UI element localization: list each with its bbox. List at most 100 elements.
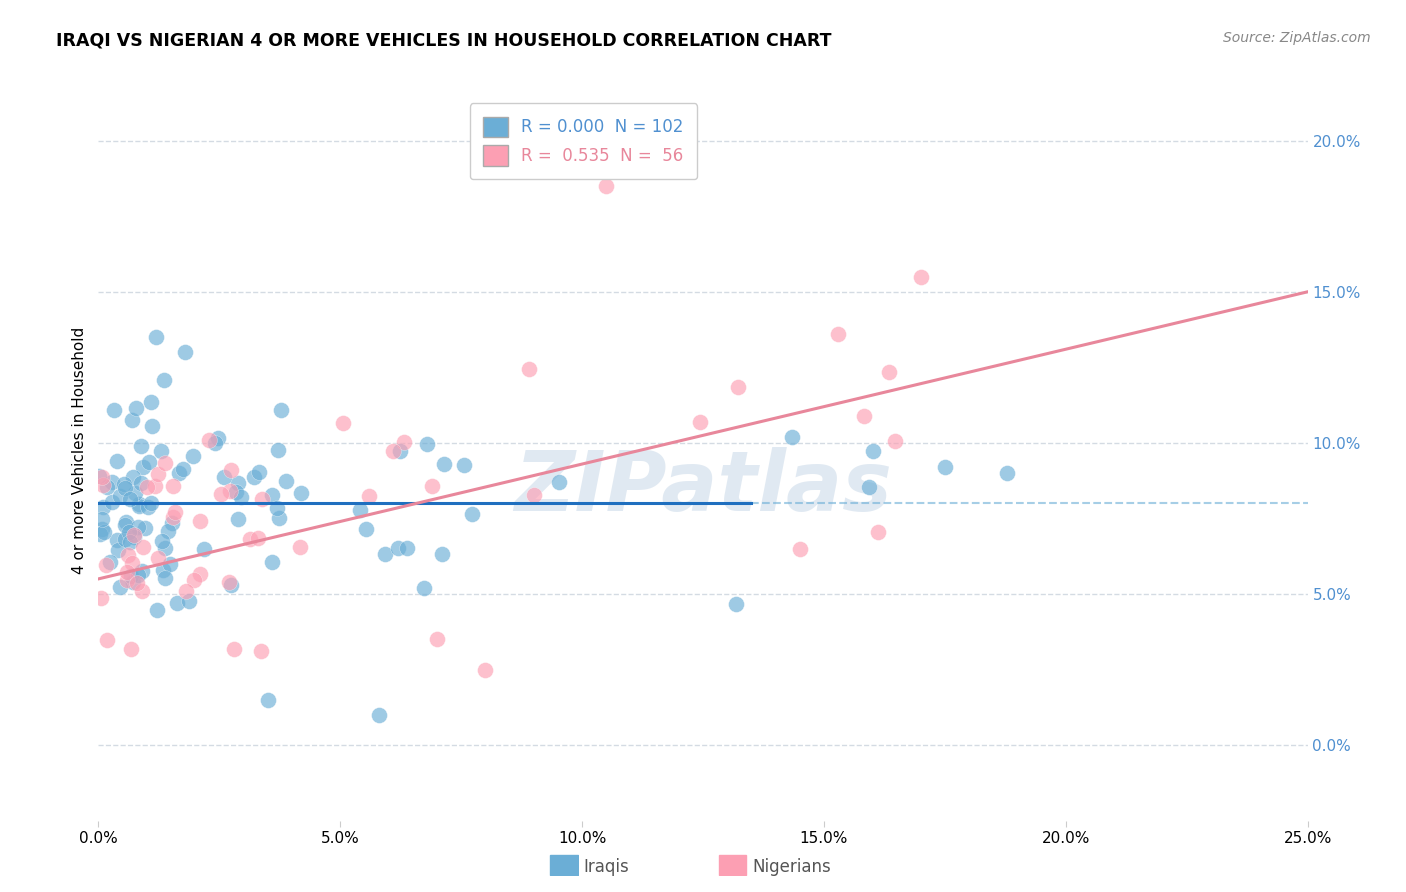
Point xyxy=(395,541,418,555)
Point xyxy=(332,416,354,430)
Point xyxy=(121,413,143,427)
Text: Iraqis: Iraqis xyxy=(583,858,630,876)
Point xyxy=(122,528,145,542)
Point xyxy=(266,442,288,457)
Point xyxy=(523,487,546,501)
Point xyxy=(270,403,292,417)
Point xyxy=(204,435,226,450)
Point xyxy=(131,439,153,453)
Point xyxy=(94,558,117,573)
FancyBboxPatch shape xyxy=(718,855,747,875)
Point xyxy=(415,437,437,451)
Point xyxy=(153,373,176,387)
Point xyxy=(420,479,443,493)
Point xyxy=(172,461,194,475)
Point xyxy=(212,470,235,484)
Point xyxy=(413,581,436,595)
Point xyxy=(910,269,932,284)
Point xyxy=(179,594,201,608)
Point xyxy=(149,443,172,458)
Point xyxy=(153,456,176,470)
Point xyxy=(115,566,138,580)
Point xyxy=(262,488,284,502)
Point xyxy=(146,467,169,481)
Point xyxy=(105,454,128,468)
Point xyxy=(136,480,159,494)
Point xyxy=(155,571,177,585)
Point xyxy=(354,522,377,536)
FancyBboxPatch shape xyxy=(550,855,578,875)
Point xyxy=(221,578,243,592)
Point xyxy=(127,519,149,533)
Point xyxy=(131,564,153,578)
Point xyxy=(127,568,149,582)
Point xyxy=(381,444,404,458)
Point xyxy=(121,556,143,570)
Point xyxy=(108,580,131,594)
Point xyxy=(474,663,496,677)
Point xyxy=(141,418,163,433)
Point xyxy=(122,574,145,589)
Point xyxy=(868,524,890,539)
Point xyxy=(139,495,162,509)
Point xyxy=(219,463,242,477)
Point xyxy=(517,362,540,376)
Point xyxy=(392,435,415,450)
Point xyxy=(995,466,1018,480)
Point xyxy=(136,500,159,515)
Point xyxy=(118,524,141,539)
Point xyxy=(141,395,163,409)
Point xyxy=(789,541,811,556)
Point xyxy=(877,365,900,379)
Point xyxy=(174,345,197,359)
Point xyxy=(128,500,150,514)
Point xyxy=(349,503,371,517)
Point xyxy=(222,642,245,657)
Point xyxy=(198,434,221,448)
Point xyxy=(128,497,150,511)
Point xyxy=(132,459,155,474)
Point xyxy=(183,573,205,587)
Point xyxy=(145,330,167,344)
Point xyxy=(152,534,174,549)
Point xyxy=(122,530,145,544)
Point xyxy=(125,401,148,416)
Point xyxy=(138,455,160,469)
Point xyxy=(250,644,273,658)
Point xyxy=(131,476,153,491)
Point xyxy=(934,460,956,475)
Point xyxy=(96,480,118,494)
Point xyxy=(114,481,136,495)
Point xyxy=(883,434,905,448)
Point xyxy=(226,512,249,526)
Point xyxy=(862,444,884,458)
Point xyxy=(181,449,204,463)
Point xyxy=(374,547,396,561)
Point xyxy=(225,484,247,499)
Point xyxy=(246,531,269,545)
Point xyxy=(117,573,139,587)
Point xyxy=(107,543,129,558)
Point xyxy=(120,569,142,583)
Point xyxy=(453,458,475,473)
Point xyxy=(174,584,197,599)
Point xyxy=(91,478,114,492)
Point xyxy=(229,490,252,504)
Point xyxy=(117,549,139,563)
Point xyxy=(267,511,290,525)
Point xyxy=(89,527,111,541)
Point xyxy=(461,507,484,521)
Point xyxy=(114,517,136,532)
Text: ZIPatlas: ZIPatlas xyxy=(515,447,891,528)
Point xyxy=(780,430,803,444)
Point xyxy=(256,692,278,706)
Point xyxy=(120,491,142,506)
Text: IRAQI VS NIGERIAN 4 OR MORE VEHICLES IN HOUSEHOLD CORRELATION CHART: IRAQI VS NIGERIAN 4 OR MORE VEHICLES IN … xyxy=(56,31,832,49)
Point xyxy=(430,548,453,562)
Point xyxy=(91,522,114,536)
Point xyxy=(162,509,184,524)
Point xyxy=(160,516,183,530)
Point xyxy=(163,506,186,520)
Point xyxy=(132,540,155,554)
Point xyxy=(146,602,169,616)
